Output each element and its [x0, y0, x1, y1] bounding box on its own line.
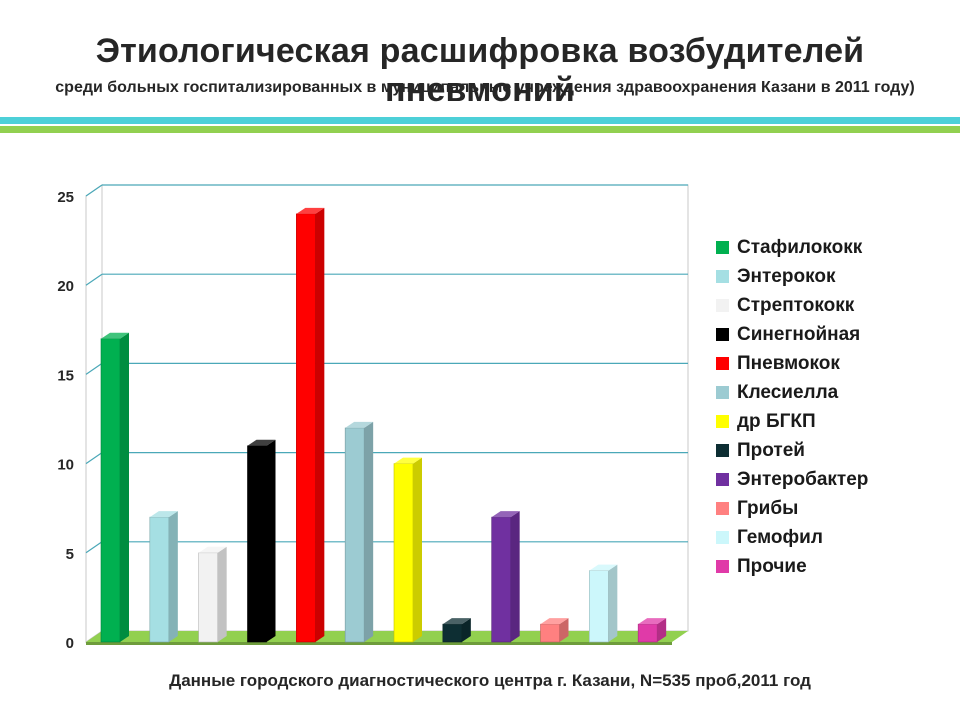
bar-side-7	[413, 457, 422, 642]
bar-side-10	[559, 618, 569, 642]
legend-swatch	[716, 386, 729, 399]
legend-item: Клесиелла	[716, 378, 868, 407]
bar-10	[540, 623, 560, 643]
bar-top-7	[394, 457, 422, 464]
gridline-side	[85, 184, 103, 197]
legend-swatch	[716, 473, 729, 486]
legend-swatch	[716, 415, 729, 428]
bar-2	[149, 516, 170, 643]
legend-item: Синегнойная	[716, 320, 868, 349]
legend-swatch	[716, 270, 729, 283]
bar-top-1	[101, 332, 129, 339]
legend-label: Энтерокок	[737, 265, 836, 287]
bar-top-12	[638, 618, 667, 625]
bar-side-6	[364, 421, 374, 642]
page-subtitle: среди больных госпитализированных в муни…	[55, 79, 915, 96]
y-tick-label: 10	[57, 457, 74, 474]
bar-1	[100, 338, 121, 643]
legend-item: Прочие	[716, 552, 868, 581]
source-note: Данные городского диагностического центр…	[169, 671, 811, 690]
bar-side-8	[461, 618, 471, 642]
legend-swatch	[716, 560, 729, 573]
legend-swatch	[716, 241, 729, 254]
gridline-side	[85, 362, 103, 375]
chart-legend: Стафилококк Энтерокок Стрептококк Синегнойн…	[716, 233, 868, 581]
y-tick-label: 25	[57, 189, 74, 206]
legend-label: Стрептококк	[737, 294, 855, 316]
legend-label: Пневмокок	[737, 352, 840, 374]
bar-6	[344, 427, 365, 643]
decorative-stripe-bottom	[0, 126, 960, 133]
bar-top-9	[491, 511, 520, 518]
y-tick-label: 5	[66, 546, 74, 563]
legend-item: Энтеробактер	[716, 465, 868, 494]
bar-top-2	[149, 511, 178, 518]
legend-label: Протей	[737, 439, 805, 461]
bar-side-9	[510, 511, 520, 642]
legend-swatch	[716, 299, 729, 312]
y-tick-label: 20	[57, 278, 74, 295]
bar-side-4	[266, 439, 276, 642]
legend-swatch	[716, 444, 729, 457]
bar-8	[442, 623, 463, 643]
bar-side-12	[657, 618, 667, 642]
gridline-side	[85, 273, 103, 286]
legend-item: др БГКП	[716, 407, 868, 436]
legend-item: Пневмокок	[716, 349, 868, 378]
bar-12	[637, 623, 658, 643]
legend-swatch	[716, 357, 729, 370]
y-tick-label: 15	[57, 367, 74, 384]
decorative-stripe-top	[0, 117, 960, 124]
bar-side-11	[608, 564, 618, 642]
legend-label: Синегнойная	[737, 323, 861, 345]
bar-top-4	[247, 439, 276, 446]
bar-top-8	[442, 618, 471, 625]
legend-swatch	[716, 502, 729, 515]
bar-4	[247, 445, 267, 643]
legend-item: Стафилококк	[716, 233, 868, 262]
legend-item: Грибы	[716, 494, 868, 523]
legend-item: Энтерокок	[716, 262, 868, 291]
bar-11	[589, 570, 609, 643]
legend-item: Гемофил	[716, 523, 868, 552]
chart-side-wall	[85, 184, 103, 643]
legend-label: Клесиелла	[737, 381, 839, 403]
chart-floor-edge	[86, 642, 672, 645]
bar-top-6	[345, 421, 374, 428]
legend-label: Гемофил	[737, 526, 823, 548]
legend-label: Энтеробактер	[737, 468, 869, 490]
legend-label: Стафилококк	[737, 236, 863, 258]
bar-side-1	[120, 332, 129, 642]
bar-top-10	[540, 618, 569, 625]
legend-label: Грибы	[737, 497, 799, 519]
bar-side-5	[315, 207, 325, 642]
bar-side-3	[217, 546, 227, 642]
legend-swatch	[716, 328, 729, 341]
gridline-side	[85, 541, 103, 554]
legend-item: Протей	[716, 436, 868, 465]
bar-top-3	[198, 546, 227, 553]
legend-label: Прочие	[737, 555, 807, 577]
page-title: Этиологическая расшифровка возбудителей …	[95, 32, 865, 109]
y-tick-label: 0	[66, 635, 74, 652]
chart-floor	[86, 631, 688, 642]
bar-7	[393, 463, 414, 643]
legend-swatch	[716, 531, 729, 544]
bar-side-2	[168, 511, 178, 642]
gridline-side	[85, 452, 103, 465]
bar-9	[491, 516, 511, 643]
bar-top-11	[589, 564, 618, 571]
bar-5	[296, 213, 316, 643]
legend-label: др БГКП	[737, 410, 816, 432]
bar-3	[198, 552, 218, 643]
legend-item: Стрептококк	[716, 291, 868, 320]
bar-top-5	[296, 207, 325, 214]
